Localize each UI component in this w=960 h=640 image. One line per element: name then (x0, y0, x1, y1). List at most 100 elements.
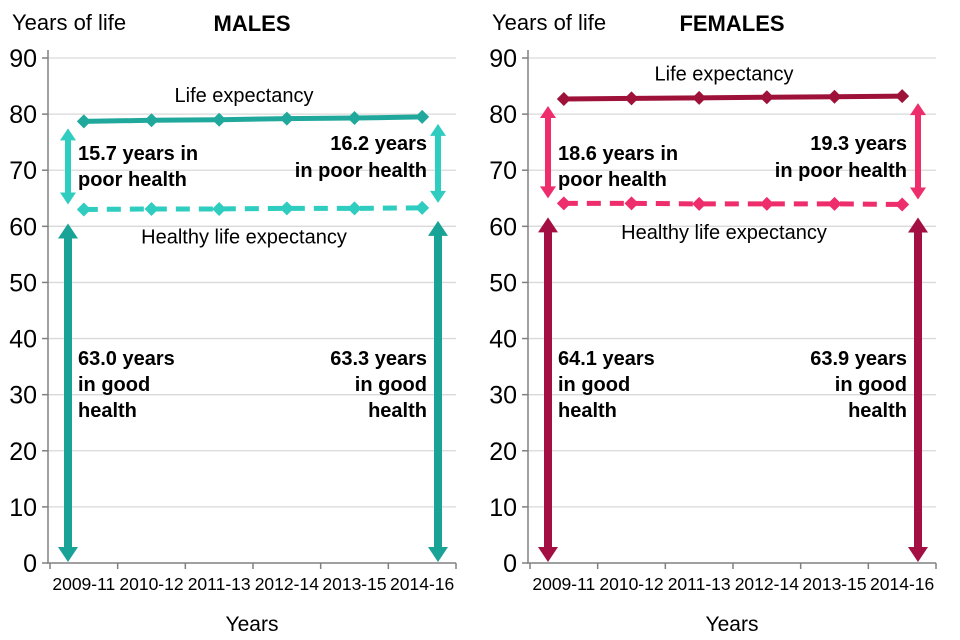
good-health-left-annotation: in good (558, 374, 630, 396)
x-tick-label: 2011-13 (188, 574, 251, 594)
healthy-life-expectancy-line-marker (895, 197, 910, 212)
x-tick-label: 2014-16 (870, 574, 934, 594)
y-tick-label: 30 (489, 382, 517, 410)
good-health-arrow-left-head-down (58, 547, 78, 562)
poor-health-arrow-left-head-up (540, 105, 556, 118)
life-expectancy-line-marker (76, 114, 91, 129)
life-expectancy-line-marker (556, 91, 571, 106)
x-tick-label: 2012-14 (255, 574, 319, 594)
good-health-arrow-right-head-up (908, 217, 928, 233)
y-tick-label: 60 (9, 213, 37, 241)
x-tick-label: 2013-15 (322, 574, 386, 594)
poor-health-arrow-right-head-down (910, 187, 926, 200)
good-health-right-annotation: in good (355, 374, 427, 396)
x-tick-label: 2013-15 (802, 574, 866, 594)
good-health-left-annotation: health (558, 400, 617, 422)
good-health-left-annotation: health (78, 400, 137, 422)
life-expectancy-line-marker (144, 113, 159, 128)
healthy-life-expectancy-line-marker (144, 201, 159, 216)
poor-health-right-annotation: in poor health (775, 160, 907, 182)
y-tick-label: 40 (9, 326, 37, 354)
life-expectancy-line-marker (415, 109, 430, 124)
poor-health-arrow-left-head-down (60, 192, 76, 205)
good-health-left-annotation: 63.0 years (78, 348, 175, 370)
life-expectancy-line-marker (212, 112, 227, 127)
healthy-life-expectancy-label: Healthy life expectancy (141, 227, 347, 249)
chart-title: FEMALES (679, 11, 784, 36)
y-axis-title: Years of life (12, 10, 126, 35)
y-tick-label: 0 (23, 550, 37, 578)
poor-health-right-annotation: 19.3 years (810, 133, 907, 155)
good-health-right-annotation: 63.3 years (330, 348, 427, 370)
healthy-life-expectancy-line-marker (692, 196, 707, 211)
life-expectancy-line-marker (827, 89, 842, 104)
y-tick-label: 90 (489, 45, 517, 73)
life-expectancy-line (563, 93, 903, 102)
poor-health-arrow-right-head-up (910, 103, 926, 116)
y-tick-label: 40 (489, 326, 517, 354)
poor-health-arrow-left-head-up (60, 128, 76, 141)
healthy-life-expectancy-label: Healthy life expectancy (621, 222, 827, 244)
poor-health-left-annotation: poor health (558, 169, 667, 191)
healthy-life-expectancy-line-marker (827, 196, 842, 211)
life-expectancy-line-marker (692, 90, 707, 105)
x-tick-label: 2011-13 (668, 574, 731, 594)
life-expectancy-line-marker (279, 111, 294, 126)
good-health-arrow-left-head-up (58, 223, 78, 239)
y-tick-label: 10 (489, 494, 517, 522)
good-health-arrow-right-head-down (908, 547, 928, 562)
good-health-right-annotation: health (848, 400, 907, 422)
y-tick-label: 30 (9, 382, 37, 410)
males-chart: 0 10 20 30 40 50 60 70 80 90 2009-11 2010-12 2011-13… (9, 10, 457, 636)
poor-health-arrow-right-head-up (430, 123, 446, 136)
poor-health-left-annotation: 15.7 years in (78, 143, 198, 165)
good-health-left-annotation: in good (78, 374, 150, 396)
y-tick-label: 90 (9, 45, 37, 73)
y-tick-label: 70 (489, 157, 517, 185)
good-health-right-annotation: 63.9 years (810, 348, 907, 370)
y-tick-label: 20 (9, 438, 37, 466)
good-health-arrow-right-head-down (428, 547, 448, 562)
healthy-life-expectancy-line-marker (556, 196, 571, 211)
x-tick-label: 2014-16 (390, 574, 454, 594)
x-axis-title: Years (226, 613, 279, 636)
life-expectancy-label: Life expectancy (175, 85, 314, 107)
females-svg: 0 10 20 30 40 50 60 70 80 90 2009-11 2010-12 2011-13… (489, 10, 937, 636)
y-tick-label: 60 (489, 213, 517, 241)
healthy-life-expectancy-line (563, 200, 903, 207)
good-health-right-annotation: in good (835, 374, 907, 396)
y-tick-label: 80 (489, 101, 517, 129)
good-health-arrow-left-head-up (538, 217, 558, 233)
x-tick-label: 2009-11 (52, 574, 115, 594)
chart-title: MALES (214, 11, 291, 36)
good-health-left-annotation: 64.1 years (558, 348, 655, 370)
healthy-life-expectancy-line-marker (415, 200, 430, 215)
y-tick-label: 10 (9, 494, 37, 522)
females-chart: 0 10 20 30 40 50 60 70 80 90 2009-11 2010-12 2011-13… (480, 0, 960, 640)
poor-health-right-annotation: 16.2 years (330, 133, 427, 155)
life-expectancy-line-marker (759, 90, 774, 105)
males-svg: 0 10 20 30 40 50 60 70 80 90 2009-11 2010-12 2011-13… (9, 10, 457, 636)
healthy-life-expectancy-line-marker (279, 201, 294, 216)
y-tick-label: 50 (489, 269, 517, 297)
poor-health-left-annotation: poor health (78, 169, 187, 191)
poor-health-arrow-left-head-down (540, 186, 556, 199)
y-tick-label: 50 (9, 269, 37, 297)
healthy-life-expectancy-line (83, 205, 423, 212)
x-tick-label: 2009-11 (532, 574, 595, 594)
y-tick-label: 20 (489, 438, 517, 466)
x-tick-label: 2010-12 (599, 574, 663, 594)
y-tick-label: 80 (9, 101, 37, 129)
good-health-right-annotation: health (368, 400, 427, 422)
healthy-life-expectancy-line-marker (624, 196, 639, 211)
healthy-life-expectancy-line-marker (76, 202, 91, 217)
healthy-life-expectancy-line-marker (212, 201, 227, 216)
life-expectancy-line-marker (895, 89, 910, 104)
poor-health-arrow-right-head-down (430, 190, 446, 203)
x-tick-label: 2012-14 (735, 574, 799, 594)
y-tick-label: 0 (503, 550, 517, 578)
x-axis-title: Years (706, 613, 759, 636)
life-expectancy-line (83, 114, 423, 124)
healthy-life-expectancy-line-marker (347, 201, 362, 216)
